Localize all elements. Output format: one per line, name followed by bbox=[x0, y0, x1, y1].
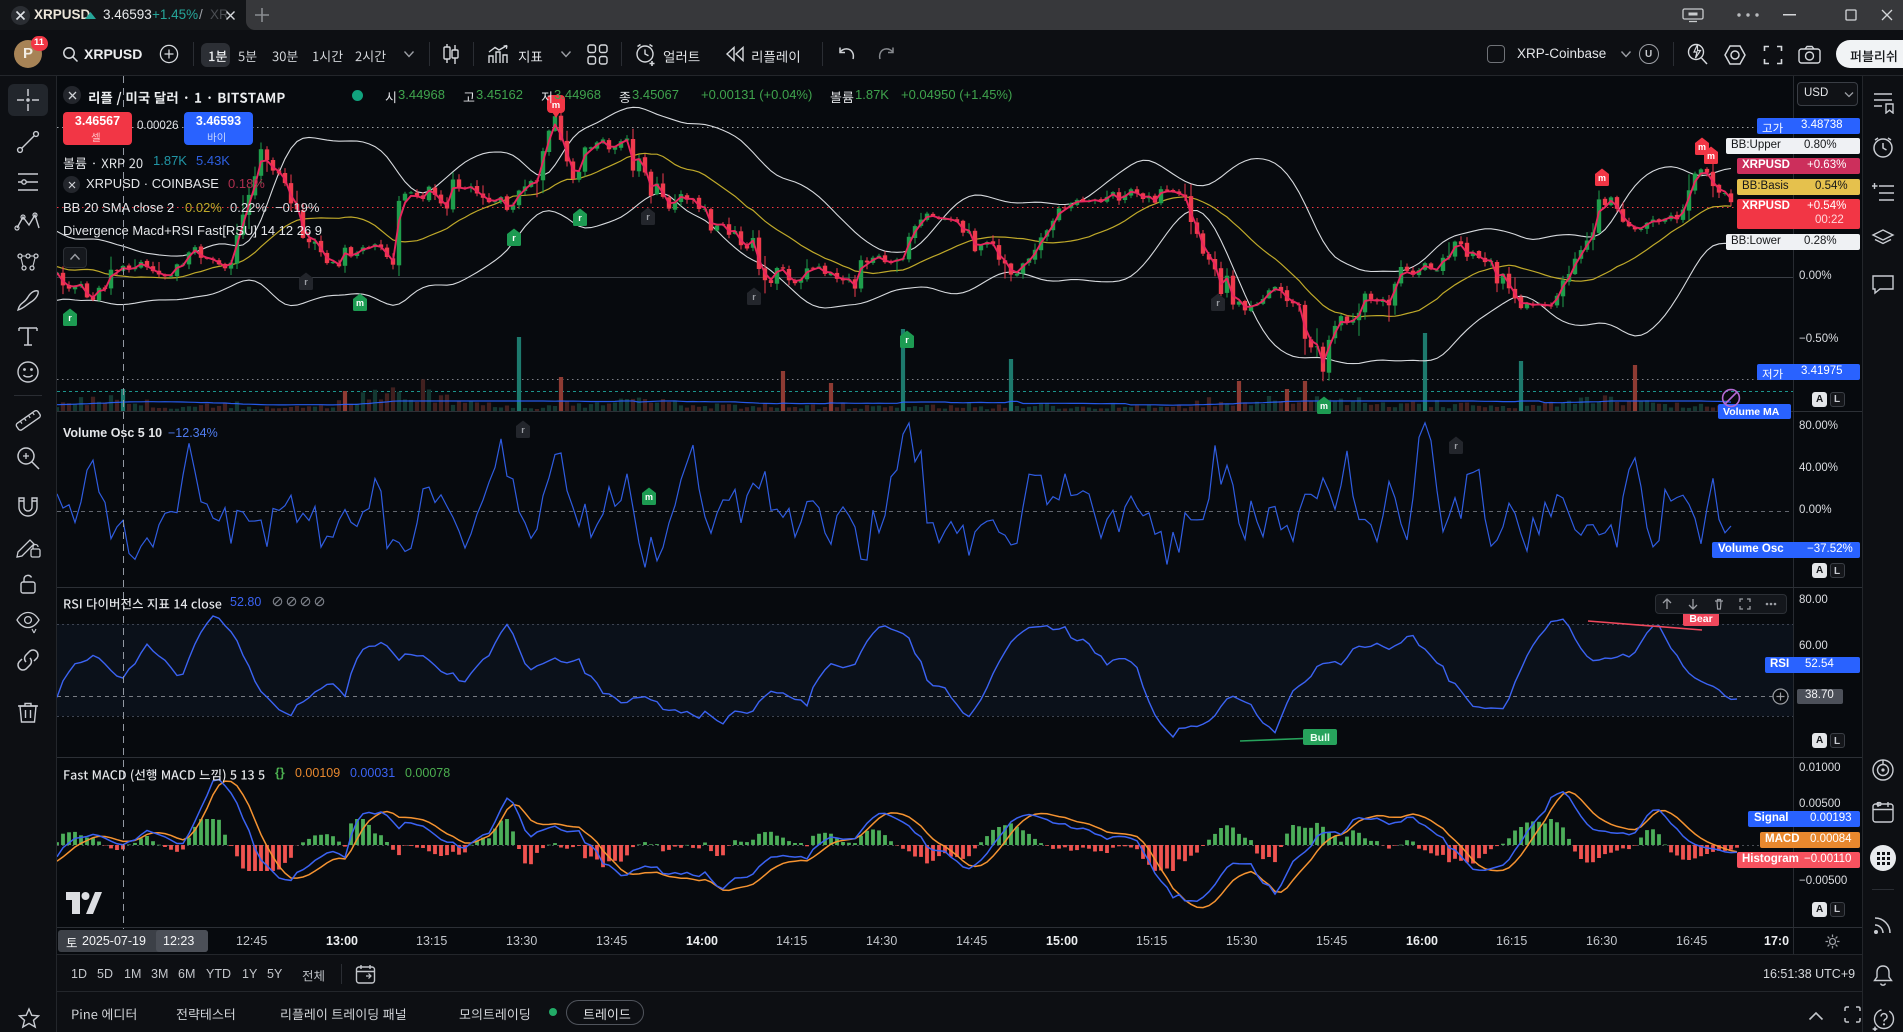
svg-text:m: m bbox=[645, 492, 653, 502]
svg-text:r: r bbox=[1216, 298, 1220, 308]
svg-text:m: m bbox=[356, 298, 364, 308]
svg-text:r: r bbox=[68, 313, 72, 323]
svg-text:m: m bbox=[1698, 142, 1706, 152]
svg-text:r: r bbox=[578, 213, 582, 223]
svg-text:m: m bbox=[1320, 401, 1328, 411]
svg-text:m: m bbox=[1707, 151, 1715, 161]
svg-text:r: r bbox=[512, 233, 516, 243]
svg-text:Bull: Bull bbox=[1310, 732, 1330, 744]
svg-text:m: m bbox=[552, 100, 560, 111]
svg-text:r: r bbox=[521, 425, 525, 435]
svg-text:r: r bbox=[304, 277, 308, 287]
svg-text:r: r bbox=[905, 335, 909, 345]
svg-text:r: r bbox=[752, 292, 756, 302]
svg-text:r: r bbox=[1454, 441, 1458, 451]
svg-text:r: r bbox=[646, 212, 650, 222]
svg-text:Bear: Bear bbox=[1689, 613, 1712, 625]
svg-text:m: m bbox=[1598, 173, 1606, 183]
